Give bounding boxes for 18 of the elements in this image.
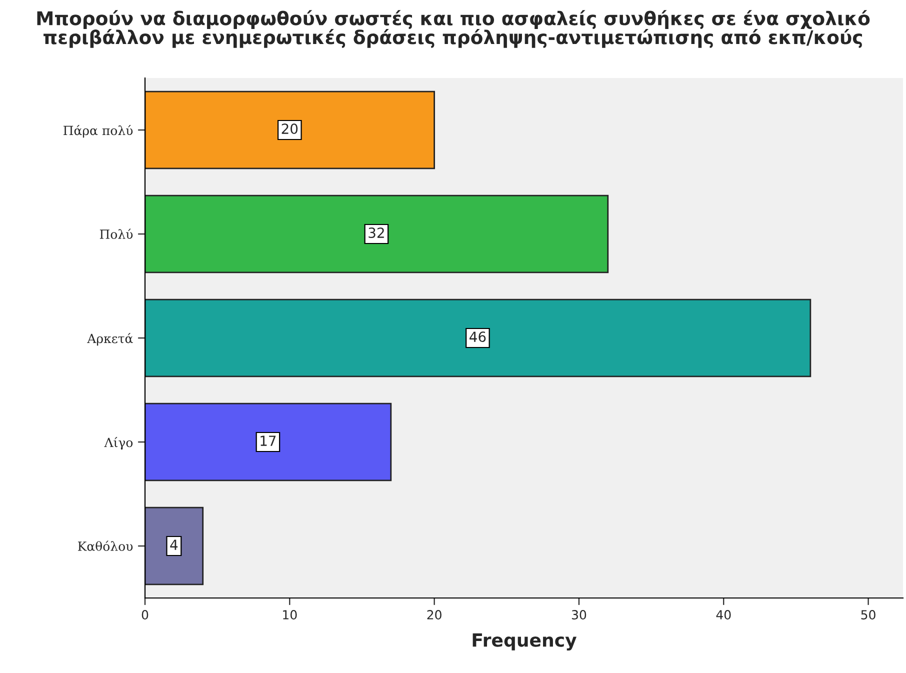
y-tick-label: Πάρα πολύ: [64, 125, 133, 138]
y-tick-label: Λίγο: [104, 437, 133, 450]
x-tick-label: 20: [427, 610, 442, 620]
x-tick-label: 50: [861, 610, 876, 620]
x-tick-label: 30: [572, 610, 586, 620]
x-axis-title: Frequency: [472, 633, 577, 650]
x-tick-label: 40: [716, 610, 731, 620]
data-label: 4: [170, 540, 178, 550]
data-label: 46: [470, 332, 486, 342]
data-label: 17: [260, 436, 276, 446]
y-tick-label: Καθόλου: [78, 540, 133, 551]
x-tick-label: 10: [283, 610, 297, 620]
chart-title: Μπορούν να διαμορφωθούν σωστές και πιο ασφαλείς συνθήκες σε ένα σχολικό περιβάλλον με ενημερωτικές δράσεις πρόληψης-αντιμετώπισης από εκπ/κούς: [37, 10, 870, 48]
y-tick-label: Πολύ: [100, 228, 133, 239]
y-tick-label: Αρκετά: [87, 333, 133, 346]
data-label: 32: [368, 228, 384, 238]
x-tick-label: 0: [142, 610, 148, 620]
data-label: 20: [282, 124, 298, 134]
